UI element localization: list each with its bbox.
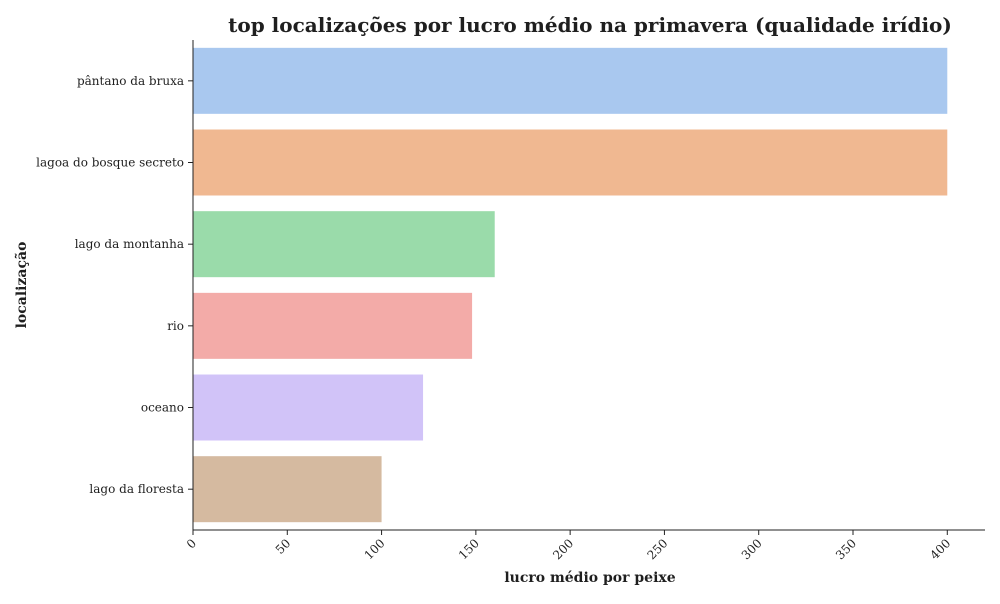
x-tick-label: 100 [362,536,388,562]
x-tick-label: 0 [184,536,199,551]
x-tick-label: 250 [644,536,670,562]
bar [193,47,948,114]
category-label: pântano da bruxa [77,74,184,88]
bars-layer [193,47,948,523]
x-tick-label: 300 [739,536,765,562]
labels-layer: pântano da bruxa lagoa do bosque secreto l… [36,74,953,562]
bar [193,292,473,359]
category-label: lago da floresta [89,482,184,496]
bar [193,374,424,441]
x-tick-label: 400 [927,536,953,562]
x-tick-label: 50 [273,536,294,557]
category-label: oceano [141,401,184,415]
x-tick-label: 150 [456,536,482,562]
chart-title: top localizações por lucro médio na prim… [228,13,952,37]
category-label: rio [167,319,184,333]
x-tick-label: 350 [833,536,859,562]
bar [193,129,948,196]
bar [193,211,495,278]
y-axis-label: localização [13,242,30,329]
x-tick-label: 200 [550,536,576,562]
axes-layer [188,40,985,535]
x-axis-label: lucro médio por peixe [504,570,675,586]
bar [193,456,382,523]
category-label: lagoa do bosque secreto [36,156,184,170]
category-label: lago da montanha [75,237,184,251]
